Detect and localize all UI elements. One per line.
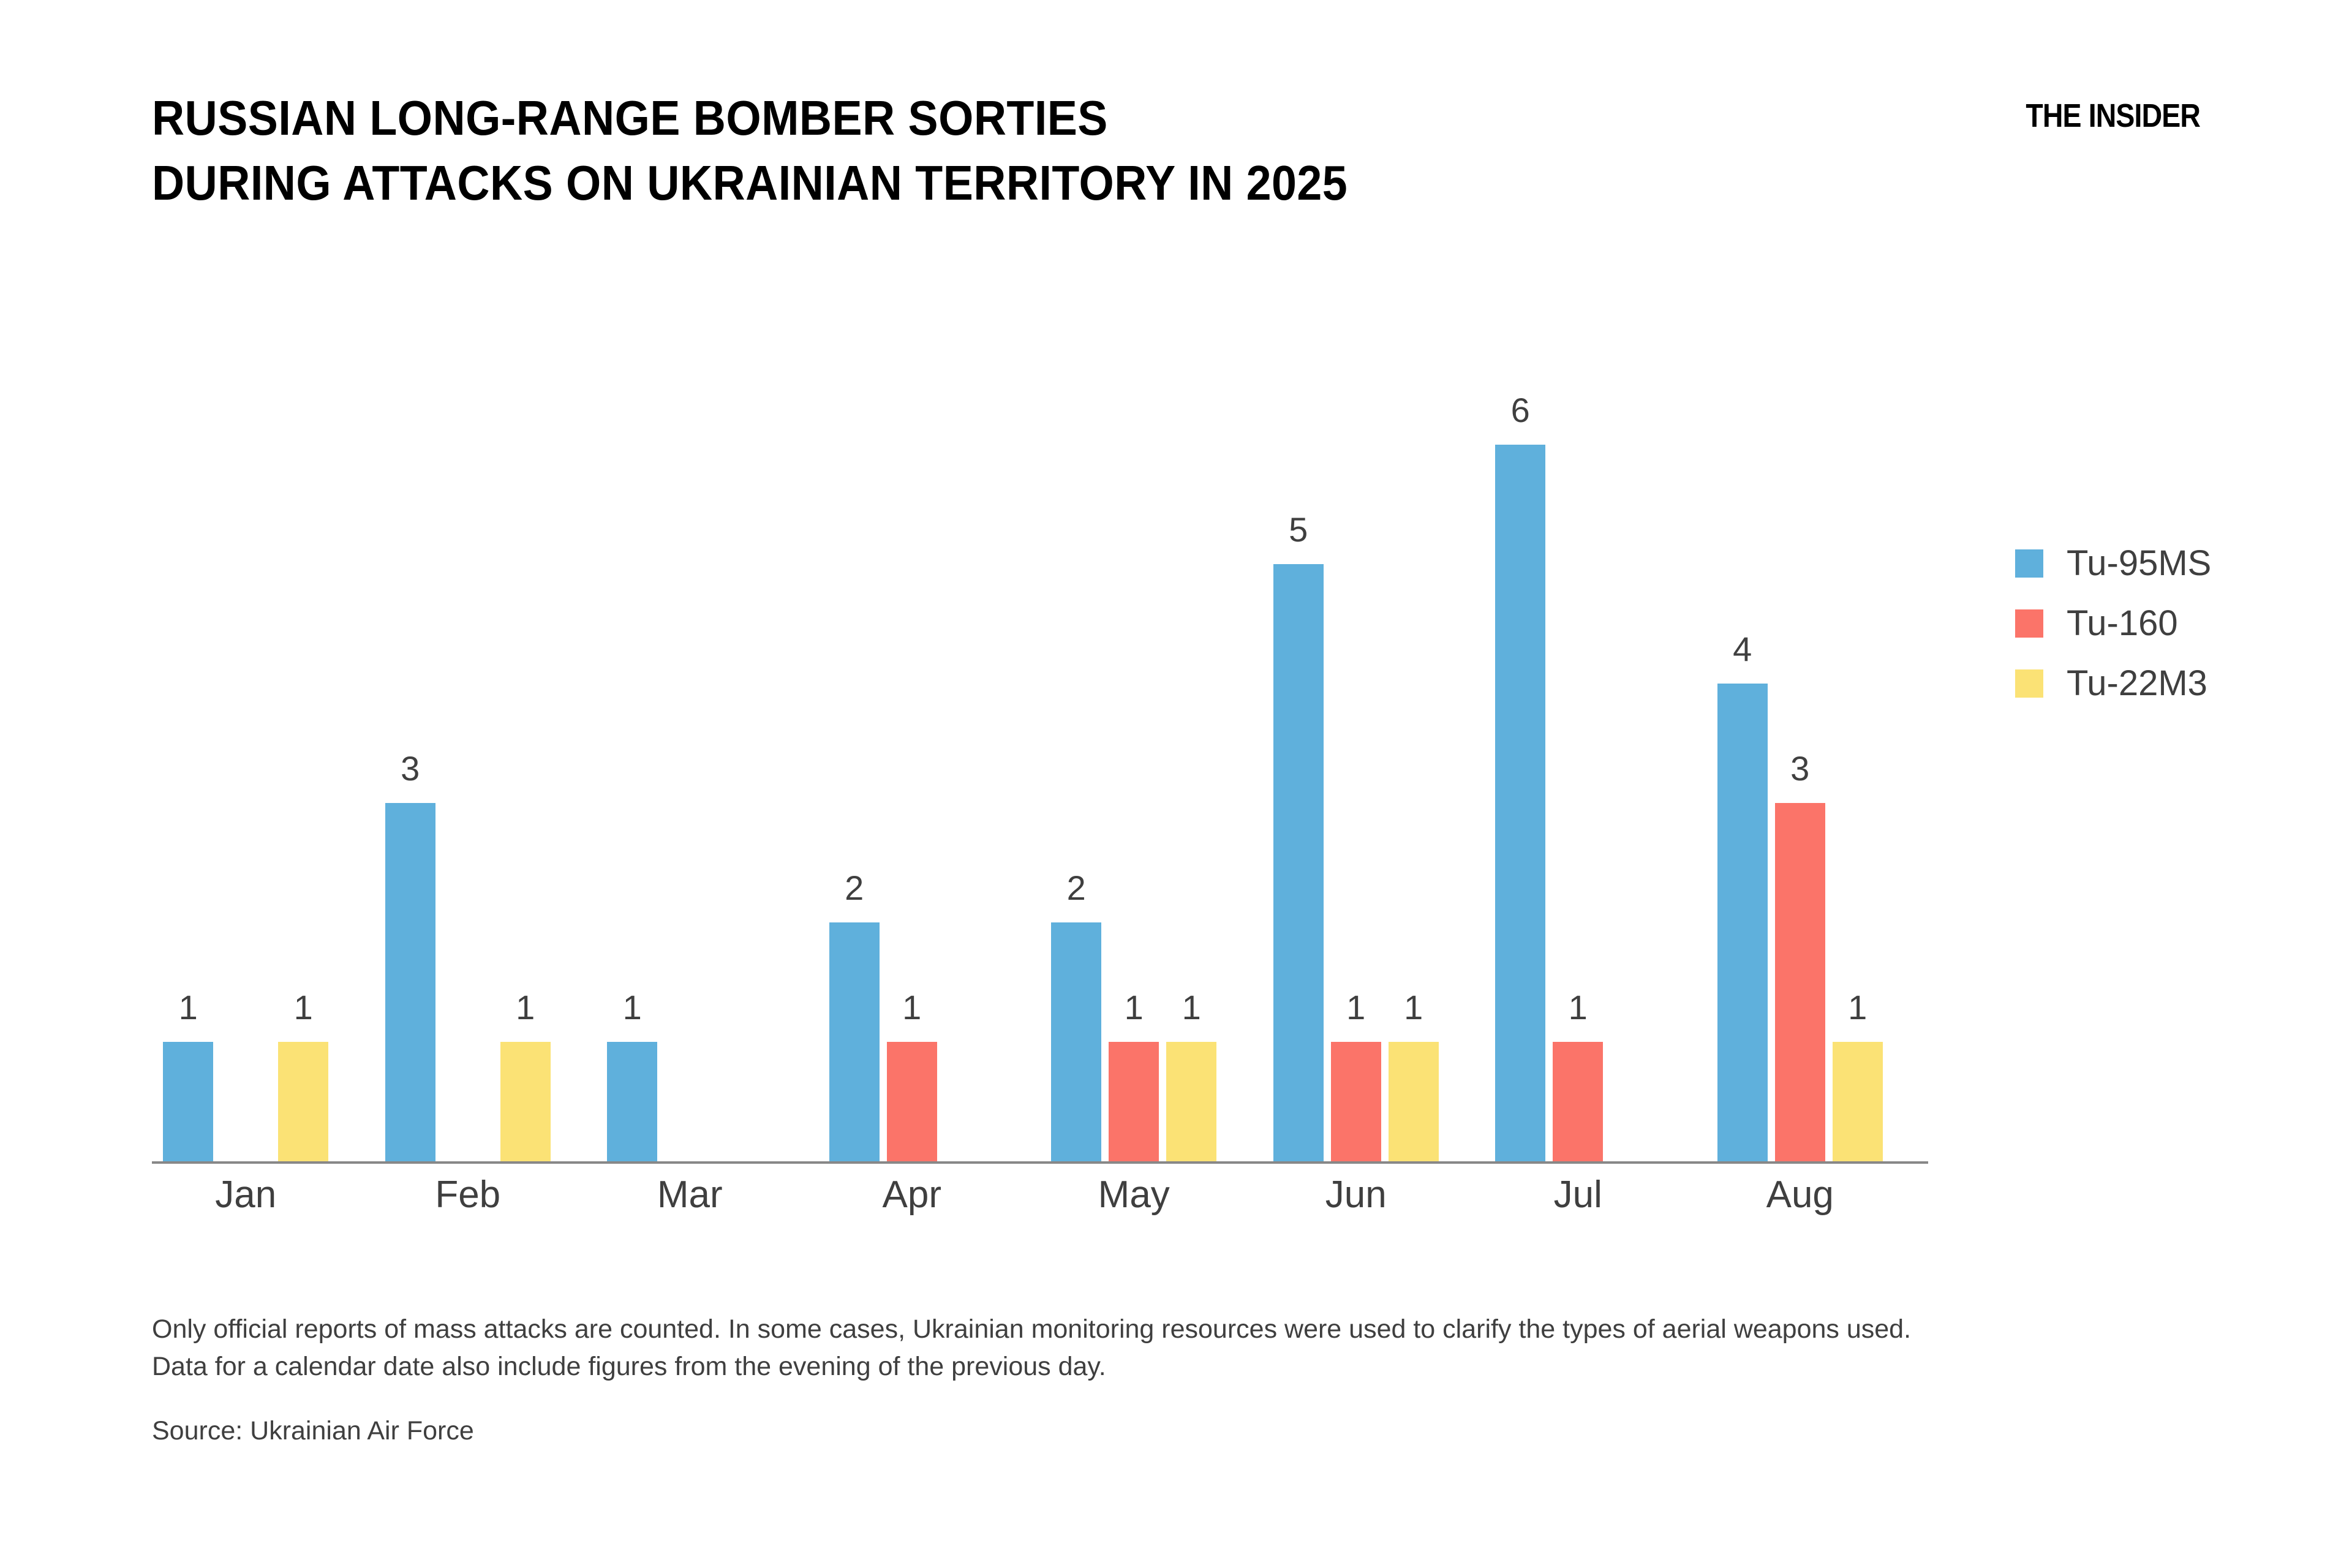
x-tick-jun: Jun [1325,1174,1387,1216]
bar-slot-apr-tu-22m3 [944,285,995,1161]
bar-mar-tu-95ms[interactable] [607,1042,658,1161]
legend-item-tu-22m3[interactable]: Tu-22M3 [2015,665,2207,702]
bar-jul-tu-160[interactable] [1553,1042,1604,1161]
bar-slot-mar-tu-160 [665,285,715,1161]
bar-group-aug: 4 3 1 [1717,285,1883,1161]
x-tick-may: May [1098,1174,1170,1216]
chart-footnotes: Only official reports of mass attacks ar… [152,1311,1940,1450]
bar-may-tu-160[interactable] [1109,1042,1159,1161]
bar-value-label: 5 [1289,510,1308,549]
title-line-1: RUSSIAN LONG-RANGE BOMBER SORTIES [152,91,1108,145]
bar-value-label: 1 [622,988,642,1027]
legend-swatch-icon [2015,549,2043,578]
x-tick-feb: Feb [435,1174,501,1216]
bar-value-label: 1 [516,988,535,1027]
bar-jan-tu-22m3[interactable] [278,1042,329,1161]
bar-apr-tu-95ms[interactable] [829,922,880,1161]
footnote-methodology: Only official reports of mass attacks ar… [152,1314,1912,1344]
bar-feb-tu-22m3[interactable] [500,1042,551,1161]
bar-may-tu-95ms[interactable] [1051,922,1102,1161]
x-tick-jul: Jul [1553,1174,1602,1216]
legend-label: Tu-160 [2067,603,2178,643]
bar-slot-mar-tu-95ms: 1 [607,285,658,1161]
bar-jun-tu-160[interactable] [1330,1042,1381,1161]
bar-slot-jan-tu-95ms: 1 [163,285,214,1161]
bar-slot-may-tu-95ms: 2 [1051,285,1102,1161]
bar-jun-tu-22m3[interactable] [1388,1042,1439,1161]
bar-value-label: 1 [1404,988,1423,1027]
bar-apr-tu-160[interactable] [886,1042,937,1161]
bar-slot-feb-tu-160 [443,285,493,1161]
x-axis-tick-labels: Jan Feb Mar Apr May Jun Jul Aug [152,1173,1928,1240]
footnote-source: Source: Ukrainian Air Force [152,1416,474,1446]
x-tick-apr: Apr [882,1174,941,1216]
bar-slot-mar-tu-22m3 [722,285,772,1161]
bar-slot-apr-tu-160: 1 [886,285,937,1161]
bar-jun-tu-95ms[interactable] [1273,564,1324,1161]
page-title: RUSSIAN LONG-RANGE BOMBER SORTIES DURING… [152,86,1452,215]
bar-value-label: 6 [1510,391,1530,429]
bar-slot-jan-tu-160 [221,285,271,1161]
legend-item-tu-95ms[interactable]: Tu-95MS [2015,545,2211,582]
legend-swatch-icon [2015,609,2043,638]
bar-slot-jun-tu-22m3: 1 [1388,285,1439,1161]
legend-swatch-icon [2015,669,2043,698]
bar-value-label: 1 [1346,988,1366,1027]
footnote-calendar-date: Data for a calendar date also include fi… [152,1352,1106,1382]
bar-slot-may-tu-160: 1 [1109,285,1159,1161]
bar-may-tu-22m3[interactable] [1166,1042,1217,1161]
bar-value-label: 1 [178,988,198,1027]
chart-header: RUSSIAN LONG-RANGE BOMBER SORTIES DURING… [0,0,2352,257]
bar-slot-feb-tu-95ms: 3 [385,285,435,1161]
legend-label: Tu-95MS [2067,543,2212,583]
the-insider-logo: THE INSIDER [2026,97,2201,134]
bar-slot-aug-tu-160: 3 [1774,285,1825,1161]
bar-value-label: 2 [845,869,864,907]
bar-slot-apr-tu-95ms: 2 [829,285,880,1161]
bar-aug-tu-95ms[interactable] [1717,684,1768,1161]
bar-value-label: 1 [902,988,922,1027]
x-tick-aug: Aug [1766,1174,1834,1216]
bar-slot-jul-tu-95ms: 6 [1495,285,1546,1161]
bar-group-mar: 1 [607,285,772,1161]
bar-value-label: 3 [1790,749,1810,788]
legend-item-tu-160[interactable]: Tu-160 [2015,605,2178,642]
bar-value-label: 1 [293,988,313,1027]
x-tick-jan: Jan [215,1174,277,1216]
bar-jul-tu-95ms[interactable] [1495,445,1546,1161]
title-line-2: DURING ATTACKS ON UKRAINIAN TERRITORY IN… [152,155,1348,210]
x-tick-mar: Mar [657,1174,723,1216]
x-axis-baseline [152,1161,1928,1164]
bar-aug-tu-22m3[interactable] [1832,1042,1883,1161]
bar-feb-tu-95ms[interactable] [385,803,435,1161]
bar-slot-jun-tu-95ms: 5 [1273,285,1324,1161]
bar-value-label: 3 [401,749,420,788]
bar-value-label: 2 [1066,869,1086,907]
bar-slot-aug-tu-95ms: 4 [1717,285,1768,1161]
bar-slot-may-tu-22m3: 1 [1166,285,1217,1161]
bar-value-label: 1 [1848,988,1868,1027]
bar-slot-aug-tu-22m3: 1 [1832,285,1883,1161]
bar-value-label: 4 [1733,630,1752,668]
bar-value-label: 1 [1182,988,1201,1027]
bar-slot-jul-tu-22m3 [1610,285,1660,1161]
bar-value-label: 1 [1124,988,1144,1027]
bar-slot-jul-tu-160: 1 [1553,285,1604,1161]
bar-value-label: 1 [1568,988,1588,1027]
legend-label: Tu-22M3 [2067,663,2207,703]
bar-aug-tu-160[interactable] [1774,803,1825,1161]
bar-slot-feb-tu-22m3: 1 [500,285,551,1161]
bar-jan-tu-95ms[interactable] [163,1042,214,1161]
bar-slot-jan-tu-22m3: 1 [278,285,329,1161]
bar-slot-jun-tu-160: 1 [1330,285,1381,1161]
